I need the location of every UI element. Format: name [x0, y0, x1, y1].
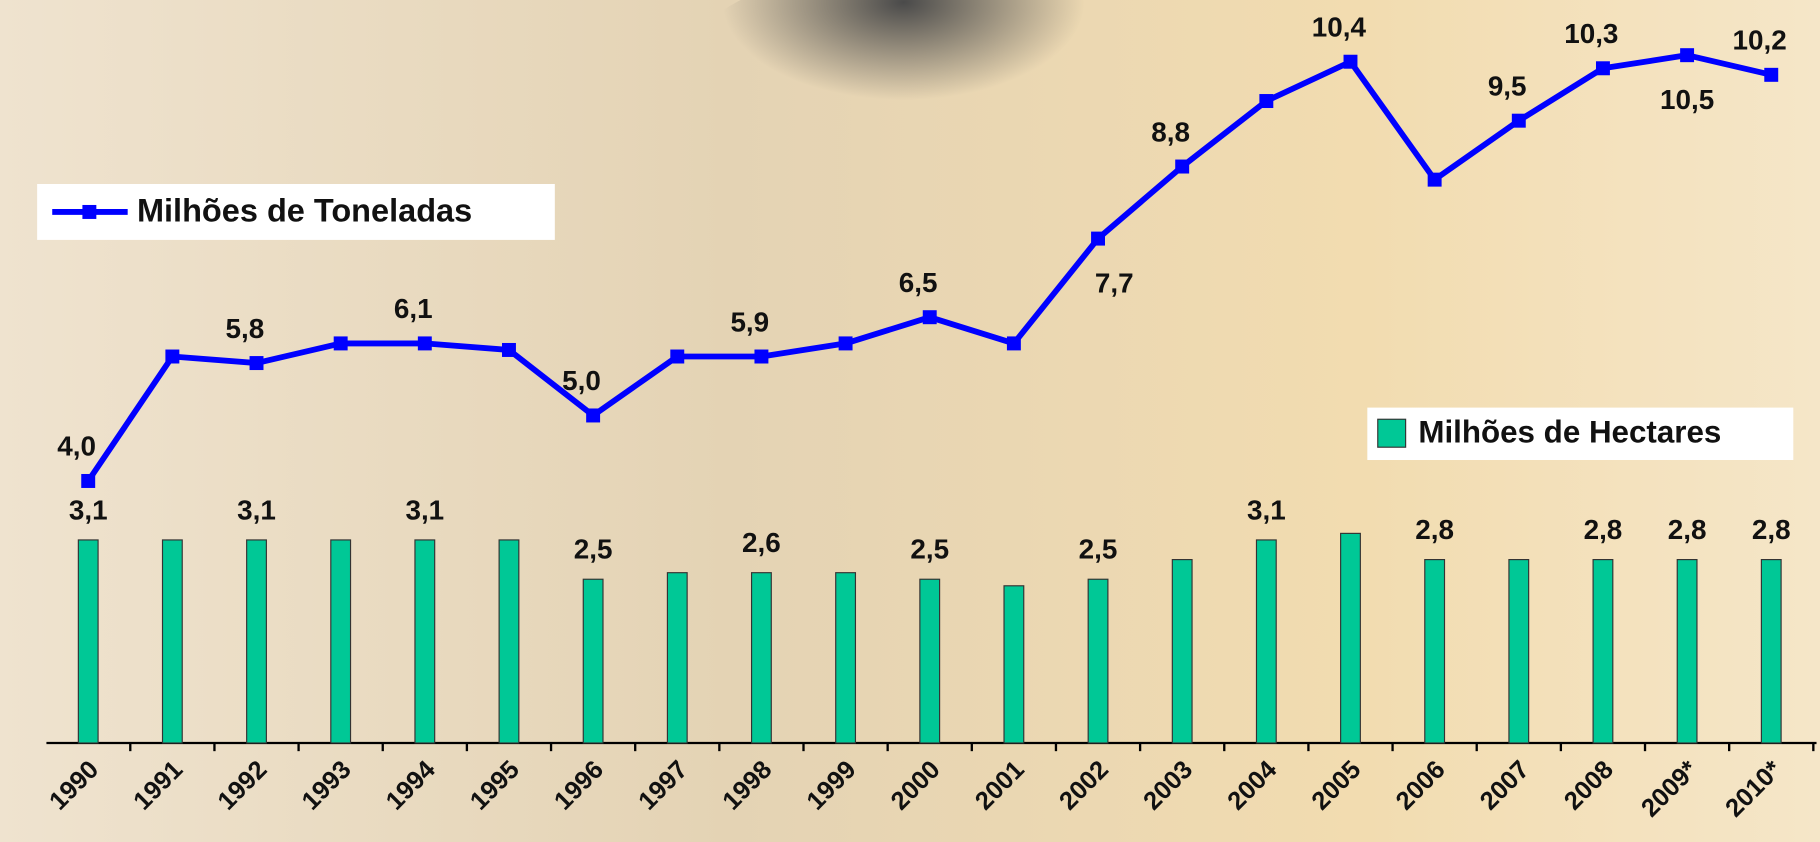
- line-marker: [1764, 67, 1779, 82]
- background-shade: [650, 0, 1254, 280]
- line-marker: [417, 336, 432, 351]
- data-label: 4,0: [57, 431, 96, 462]
- line-marker: [586, 408, 601, 423]
- data-label: 2,8: [1668, 514, 1707, 545]
- line-marker: [670, 349, 685, 364]
- bar: [1424, 559, 1446, 744]
- bar: [582, 578, 604, 744]
- bar: [246, 539, 267, 744]
- bar: [1340, 532, 1361, 744]
- data-label: 10,3: [1564, 18, 1618, 49]
- data-label: 8,8: [1151, 116, 1190, 147]
- line-marker: [1427, 172, 1442, 187]
- legend-label: Milhões de Toneladas: [137, 193, 472, 229]
- data-label: 5,8: [226, 313, 265, 344]
- bar: [414, 539, 436, 744]
- line-marker: [922, 310, 937, 325]
- bar: [1255, 539, 1277, 744]
- bar: [330, 539, 352, 744]
- bar: [161, 539, 183, 744]
- data-label: 3,1: [405, 494, 444, 525]
- line-marker: [1175, 159, 1190, 174]
- line-marker: [838, 336, 853, 351]
- bar: [666, 572, 688, 744]
- data-label: 2,6: [742, 527, 781, 558]
- line-marker: [1006, 336, 1021, 351]
- data-label: 6,5: [899, 267, 938, 298]
- data-label: 2,5: [574, 534, 613, 565]
- data-label: 5,0: [562, 365, 601, 396]
- bar: [1508, 559, 1530, 744]
- bar: [1087, 578, 1109, 744]
- data-label: 10,5: [1660, 84, 1714, 115]
- bar: [1003, 585, 1025, 744]
- bar: [1676, 559, 1698, 744]
- data-label: 5,9: [730, 306, 769, 337]
- data-label: 2,8: [1752, 514, 1791, 545]
- legend-swatch: [82, 204, 97, 219]
- line-marker: [1680, 48, 1695, 63]
- legend-swatch: [1377, 418, 1407, 448]
- line-marker: [754, 349, 769, 364]
- bar: [1760, 559, 1782, 744]
- data-label: 9,5: [1488, 70, 1527, 101]
- line-marker: [1511, 113, 1526, 128]
- line-marker: [165, 349, 180, 364]
- line-marker: [1595, 61, 1610, 76]
- bar: [1171, 559, 1193, 744]
- data-label: 2,5: [1079, 534, 1118, 565]
- data-label: 10,2: [1733, 25, 1787, 56]
- data-label: 3,1: [69, 494, 108, 525]
- line-marker: [81, 473, 96, 488]
- data-label: 6,1: [394, 293, 433, 324]
- data-label: 7,7: [1095, 268, 1134, 299]
- line-marker: [502, 342, 516, 357]
- data-label: 2,8: [1415, 514, 1454, 545]
- bar: [77, 539, 99, 744]
- line-marker: [249, 356, 264, 371]
- data-label: 2,5: [910, 534, 949, 565]
- data-label: 3,1: [237, 494, 276, 525]
- line-marker: [333, 336, 348, 351]
- bar: [1592, 559, 1614, 744]
- legend-label: Milhões de Hectares: [1418, 415, 1721, 450]
- bar: [919, 578, 941, 744]
- line-marker: [1343, 54, 1358, 69]
- legend-box: [1367, 407, 1794, 461]
- line-marker: [1091, 231, 1105, 246]
- data-label: 2,8: [1584, 514, 1623, 545]
- data-label: 3,1: [1247, 494, 1286, 525]
- bar: [835, 572, 857, 744]
- data-label: 10,4: [1312, 11, 1367, 42]
- line-marker: [1259, 94, 1274, 109]
- bar: [750, 572, 772, 744]
- bar: [498, 539, 520, 744]
